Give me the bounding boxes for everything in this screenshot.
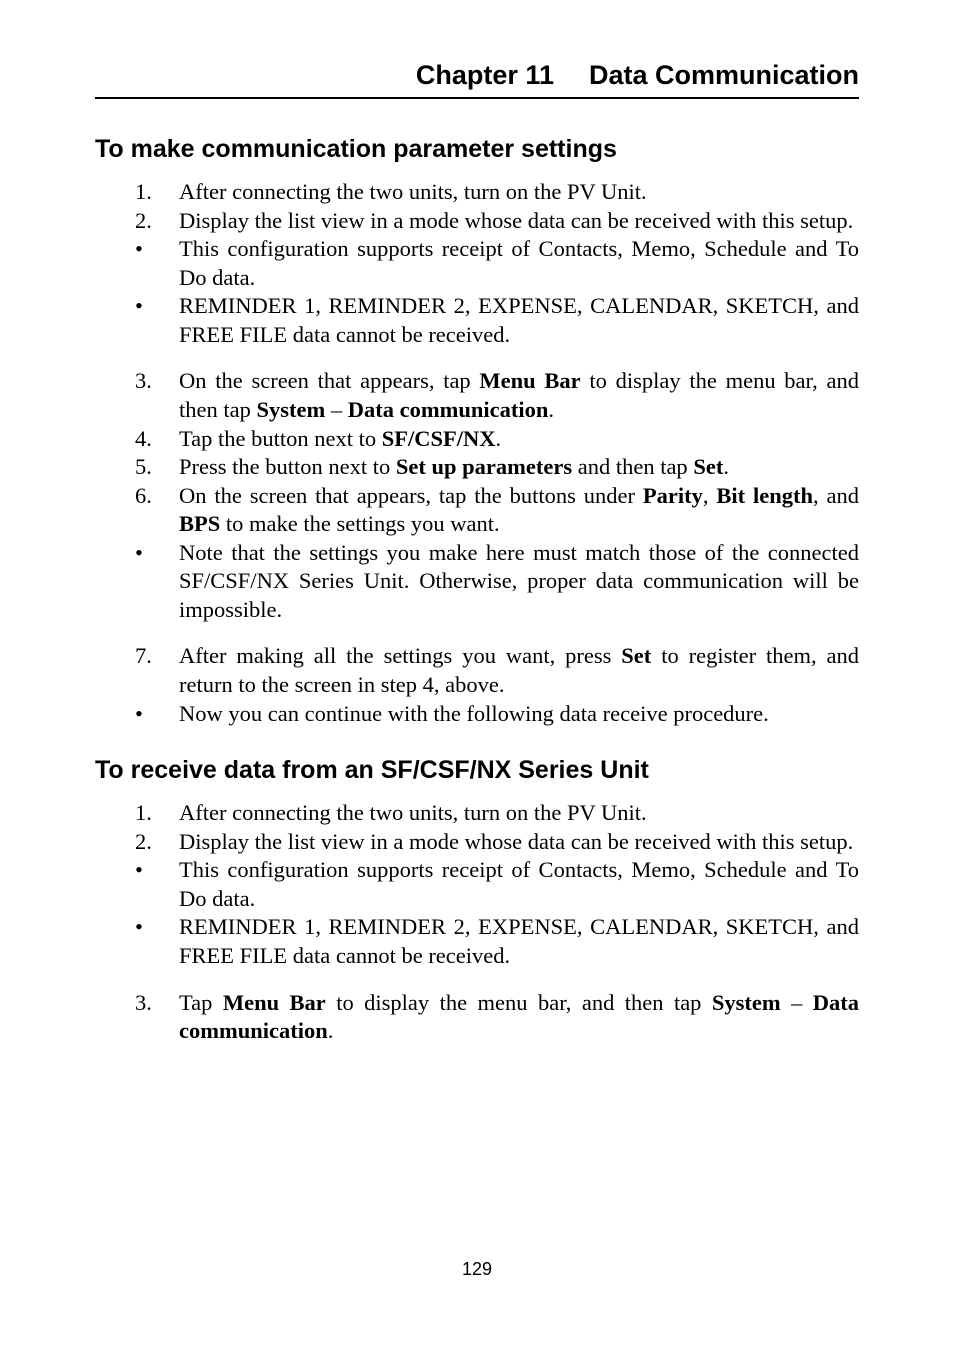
list-marker: • — [135, 235, 179, 292]
bullet-item: •Note that the settings you make here mu… — [135, 539, 859, 625]
numbered-item: 3.On the screen that appears, tap Menu B… — [135, 367, 859, 424]
numbered-item: 7.After making all the settings you want… — [135, 642, 859, 699]
list-content: REMINDER 1, REMINDER 2, EXPENSE, CALENDA… — [179, 913, 859, 970]
list-content: Press the button next to Set up paramete… — [179, 453, 859, 482]
section-heading: To receive data from an SF/CSF/NX Series… — [95, 756, 859, 785]
list-content: Note that the settings you make here mus… — [179, 539, 859, 625]
list-marker: 4. — [135, 425, 179, 454]
list-marker: 1. — [135, 178, 179, 207]
bullet-item: •REMINDER 1, REMINDER 2, EXPENSE, CALEND… — [135, 292, 859, 349]
list-content: On the screen that appears, tap the butt… — [179, 482, 859, 539]
list-marker: 2. — [135, 207, 179, 236]
numbered-item: 2.Display the list view in a mode whose … — [135, 828, 859, 857]
list-marker: 5. — [135, 453, 179, 482]
list-marker: • — [135, 700, 179, 729]
bullet-item: •This configuration supports receipt of … — [135, 856, 859, 913]
list-content: Now you can continue with the following … — [179, 700, 859, 729]
body: To make communication parameter settings… — [95, 135, 859, 1046]
bullet-item: •REMINDER 1, REMINDER 2, EXPENSE, CALEND… — [135, 913, 859, 970]
page-number: 129 — [0, 1259, 954, 1280]
list-marker: 3. — [135, 989, 179, 1046]
numbered-item: 5.Press the button next to Set up parame… — [135, 453, 859, 482]
numbered-item: 2.Display the list view in a mode whose … — [135, 207, 859, 236]
list-marker: 3. — [135, 367, 179, 424]
list-content: After connecting the two units, turn on … — [179, 799, 859, 828]
bullet-item: •This configuration supports receipt of … — [135, 235, 859, 292]
list-marker: • — [135, 856, 179, 913]
list-marker: 1. — [135, 799, 179, 828]
numbered-item: 1.After connecting the two units, turn o… — [135, 799, 859, 828]
list-marker: • — [135, 292, 179, 349]
list-content: Display the list view in a mode whose da… — [179, 828, 859, 857]
page: Chapter 11 Data Communication To make co… — [0, 0, 954, 1355]
chapter-number: Chapter 11 — [416, 60, 554, 91]
list-marker: • — [135, 913, 179, 970]
list-content: After making all the settings you want, … — [179, 642, 859, 699]
chapter-title: Data Communication — [589, 60, 859, 91]
list-content: Tap the button next to SF/CSF/NX. — [179, 425, 859, 454]
numbered-item: 6.On the screen that appears, tap the bu… — [135, 482, 859, 539]
list-content: After connecting the two units, turn on … — [179, 178, 859, 207]
list-content: REMINDER 1, REMINDER 2, EXPENSE, CALENDA… — [179, 292, 859, 349]
bullet-item: •Now you can continue with the following… — [135, 700, 859, 729]
list-content: On the screen that appears, tap Menu Bar… — [179, 367, 859, 424]
list-marker: 6. — [135, 482, 179, 539]
list-content: This configuration supports receipt of C… — [179, 235, 859, 292]
list-marker: 2. — [135, 828, 179, 857]
list-marker: • — [135, 539, 179, 625]
list-content: This configuration supports receipt of C… — [179, 856, 859, 913]
list-content: Display the list view in a mode whose da… — [179, 207, 859, 236]
numbered-item: 4.Tap the button next to SF/CSF/NX. — [135, 425, 859, 454]
chapter-header: Chapter 11 Data Communication — [95, 60, 859, 99]
numbered-item: 3.Tap Menu Bar to display the menu bar, … — [135, 989, 859, 1046]
numbered-item: 1.After connecting the two units, turn o… — [135, 178, 859, 207]
list-marker: 7. — [135, 642, 179, 699]
list-content: Tap Menu Bar to display the menu bar, an… — [179, 989, 859, 1046]
section-heading: To make communication parameter settings — [95, 135, 859, 164]
